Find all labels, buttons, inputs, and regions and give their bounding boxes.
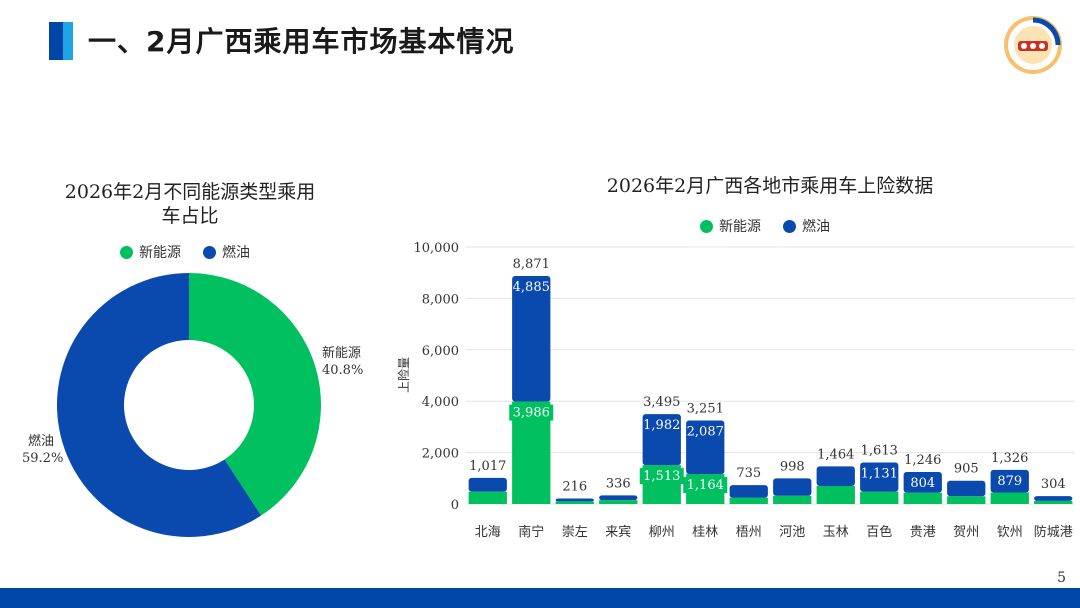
bar-total-label: 3,495 [643,395,680,410]
bar-fuel-segment [599,495,638,501]
bar-fuel-segment [773,478,812,496]
bar-segment-data-label: 4,885 [513,280,550,295]
x-category-label: 钦州 [997,525,1023,540]
bar-segment-data-label: 1,982 [643,418,680,433]
bar-legend: 新能源 燃油 [700,216,852,236]
bar-nev-segment [990,492,1029,504]
bar-total-label: 216 [562,479,587,494]
bar-total-label: 1,613 [861,444,898,459]
x-category-label: 梧州 [736,525,762,540]
y-tick-label: 10,000 [414,241,460,256]
bar-total-label: 1,464 [817,447,854,462]
bar-nev-segment [468,491,507,504]
pie-title-line2: 车占比 [161,205,219,227]
nev-legend-dot-icon [700,219,713,233]
x-category-label: 崇左 [562,525,588,540]
bar-fuel-segment [642,414,681,466]
pie-slice-percent-label: 59.2% [22,451,63,466]
y-tick-label: 4,000 [422,395,459,410]
pie-slice-nev [189,273,321,516]
pie-title-line1: 2026年2月不同能源类型乘用 [64,181,316,203]
bar-segment-data-label: 804 [910,476,935,491]
bar-fuel-segment [686,420,725,475]
nev-legend-dot-icon [120,245,133,259]
data-label-bg [639,468,684,485]
y-tick-label: 2,000 [422,447,459,462]
bar-fuel-segment [1034,496,1073,501]
x-category-label: 玉林 [823,525,849,540]
pie-legend-nev: 新能源 [120,242,181,262]
bar-fuel-segment [512,276,551,402]
bar-total-label: 1,326 [991,451,1028,466]
x-category-label: 贵港 [910,525,936,540]
bar-segment-data-label: 879 [997,474,1022,489]
bar-total-label: 905 [954,462,979,477]
bar-fuel-segment [947,480,986,497]
pie-slice-fuel [56,273,262,537]
bar-nev-segment [860,491,899,504]
bar-fuel-segment [816,466,855,487]
x-category-label: 百色 [866,524,892,540]
bar-segment-data-label: 1,164 [687,478,724,493]
bar-fuel-segment [555,498,594,502]
data-label-bg [683,477,728,494]
page-number: 5 [1057,570,1066,586]
bar-total-label: 1,017 [469,459,506,474]
pie-legend-fuel: 燃油 [203,242,250,262]
association-logo-icon [1004,16,1062,74]
bar-total-label: 8,871 [513,257,550,272]
bar-total-label: 1,246 [904,453,941,468]
bar-fuel-segment [729,485,768,498]
bar-fuel-segment [468,477,507,492]
pie-slice-percent-label: 40.8% [322,363,363,378]
x-category-label: 贺州 [953,525,979,540]
pie-slice-name-label: 新能源 [322,345,361,361]
bar-nev-segment [947,496,986,504]
y-tick-label: 0 [451,498,459,513]
bar-total-label: 735 [736,466,761,481]
bar-fuel-segment [860,462,899,492]
fuel-legend-dot-icon [203,245,216,259]
y-axis-label: 上险量 [396,357,411,393]
bar-legend-nev: 新能源 [700,216,761,236]
bar-nev-segment [1034,500,1073,504]
y-tick-label: 6,000 [422,344,459,359]
bar-nev-segment [903,492,942,504]
bar-fuel-segment [990,469,1029,493]
pie-slice-name-label: 燃油 [28,433,54,449]
pie-chart-title: 2026年2月不同能源类型乘用 车占比 [40,180,340,228]
bar-segment-data-label: 1,131 [861,467,898,482]
bar-segment-data-label: 2,087 [687,424,724,439]
footer-bar [0,588,1080,608]
bar-segment-data-label: 3,986 [513,406,550,421]
pie-legend: 新能源 燃油 [120,242,272,262]
bar-total-label: 3,251 [687,401,724,416]
page-title: 一、2月广西乘用车市场基本情况 [88,25,515,58]
x-category-label: 桂林 [692,525,718,540]
bar-nev-segment [555,501,594,504]
x-category-label: 柳州 [649,525,675,540]
x-category-label: 河池 [779,525,805,540]
bar-nev-segment [729,497,768,504]
bar-fuel-segment [903,471,942,493]
bar-total-label: 998 [780,459,805,474]
bar-total-label: 304 [1041,477,1066,492]
x-category-label: 防城港 [1034,524,1073,540]
x-category-label: 来宾 [605,524,631,540]
fuel-legend-dot-icon [783,219,796,233]
x-category-label: 北海 [475,525,501,540]
x-category-label: 南宁 [518,524,544,540]
bar-nev-segment [816,486,855,504]
bar-segment-data-label: 1,513 [643,469,680,484]
bar-chart-title: 2026年2月广西各地市乘用车上险数据 [606,175,934,197]
bar-nev-segment [773,495,812,504]
title-accent-bar-light [63,22,73,60]
data-label-bg [509,404,554,421]
bar-nev-segment [599,500,638,504]
y-tick-label: 8,000 [422,292,459,307]
bar-total-label: 336 [606,476,631,491]
title-accent-bar [49,22,63,60]
bar-legend-fuel: 燃油 [783,216,830,236]
